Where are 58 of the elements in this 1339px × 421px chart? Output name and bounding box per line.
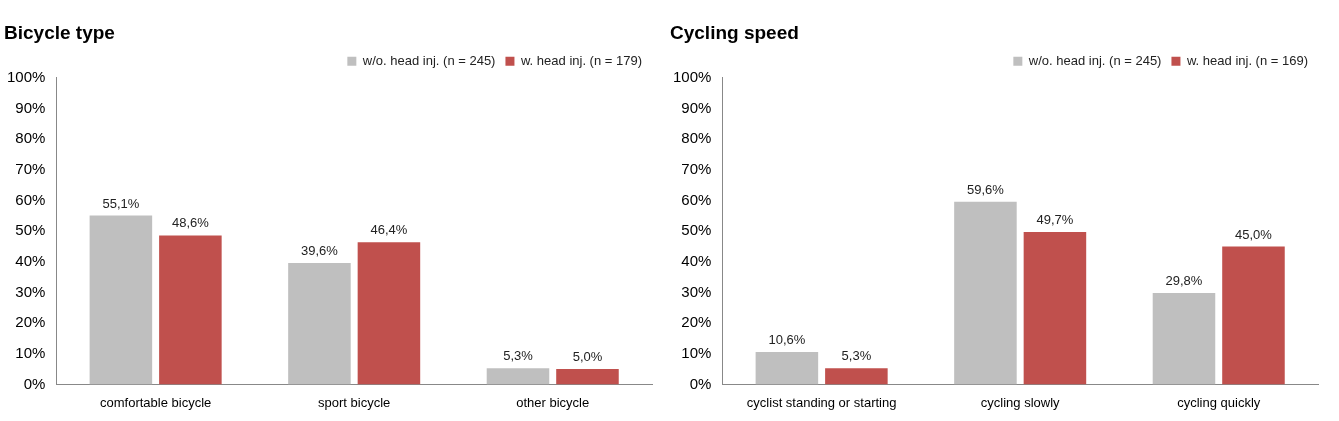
bar [89, 215, 153, 385]
y-tick-label: 70% [15, 159, 46, 177]
y-tick-label: 0% [689, 374, 712, 392]
data-label: 59,6% [967, 181, 1005, 197]
y-tick-label: 0% [23, 374, 46, 392]
y-tick-label: 40% [15, 251, 46, 269]
data-label: 55,1% [102, 195, 140, 211]
x-tick-label: comfortable bicycle [100, 394, 212, 410]
bar [556, 369, 619, 385]
y-tick-label: 20% [15, 313, 46, 331]
y-tick-label: 60% [681, 190, 712, 208]
y-tick-label: 70% [681, 159, 712, 177]
legend-label: w/o. head inj. (n = 245) [1027, 52, 1162, 68]
legend-label: w. head inj. (n = 169) [1185, 52, 1309, 68]
data-label: 29,8% [1165, 273, 1203, 289]
y-tick-label: 100% [672, 67, 712, 85]
x-tick-label: sport bicycle [318, 394, 391, 410]
y-tick-label: 90% [681, 98, 712, 116]
y-tick-label: 80% [681, 129, 712, 147]
bar [357, 242, 421, 385]
y-tick-label: 20% [681, 313, 712, 331]
data-label: 45,0% [1235, 226, 1273, 242]
y-tick-label: 30% [15, 282, 46, 300]
bar [1152, 293, 1216, 385]
y-tick-label: 100% [6, 67, 46, 85]
y-tick-label: 60% [15, 190, 46, 208]
bar [825, 368, 888, 385]
bar [486, 368, 550, 385]
bar [1023, 232, 1087, 385]
data-label: 5,3% [841, 348, 872, 364]
y-tick-label: 30% [681, 282, 712, 300]
y-tick-label: 10% [15, 343, 46, 361]
y-tick-label: 40% [681, 251, 712, 269]
data-label: 49,7% [1036, 212, 1074, 228]
y-tick-label: 50% [15, 221, 46, 239]
x-tick-label: other bicycle [516, 394, 590, 410]
x-tick-label: cycling slowly [980, 394, 1061, 410]
chart-title: Bicycle type [4, 21, 115, 43]
x-tick-label: cyclist standing or starting [746, 394, 897, 410]
y-tick-label: 50% [681, 221, 712, 239]
bar [755, 351, 819, 385]
bar [1222, 246, 1285, 385]
bar [288, 262, 351, 385]
data-label: 39,6% [301, 243, 339, 259]
bar [954, 201, 1017, 385]
data-label: 48,6% [171, 215, 210, 231]
bar [159, 235, 222, 385]
legend-label: w. head inj. (n = 179) [519, 52, 643, 68]
data-label: 10,6% [768, 331, 806, 347]
chart-title: Cycling speed [670, 21, 799, 43]
x-tick-label: cycling quickly [1177, 394, 1261, 410]
y-tick-label: 10% [681, 343, 712, 361]
y-tick-label: 90% [15, 98, 46, 116]
y-tick-label: 80% [15, 129, 46, 147]
legend-label: w/o. head inj. (n = 245) [361, 52, 496, 68]
data-label: 5,3% [503, 348, 534, 364]
data-label: 46,4% [370, 222, 408, 238]
data-label: 5,0% [572, 349, 603, 365]
